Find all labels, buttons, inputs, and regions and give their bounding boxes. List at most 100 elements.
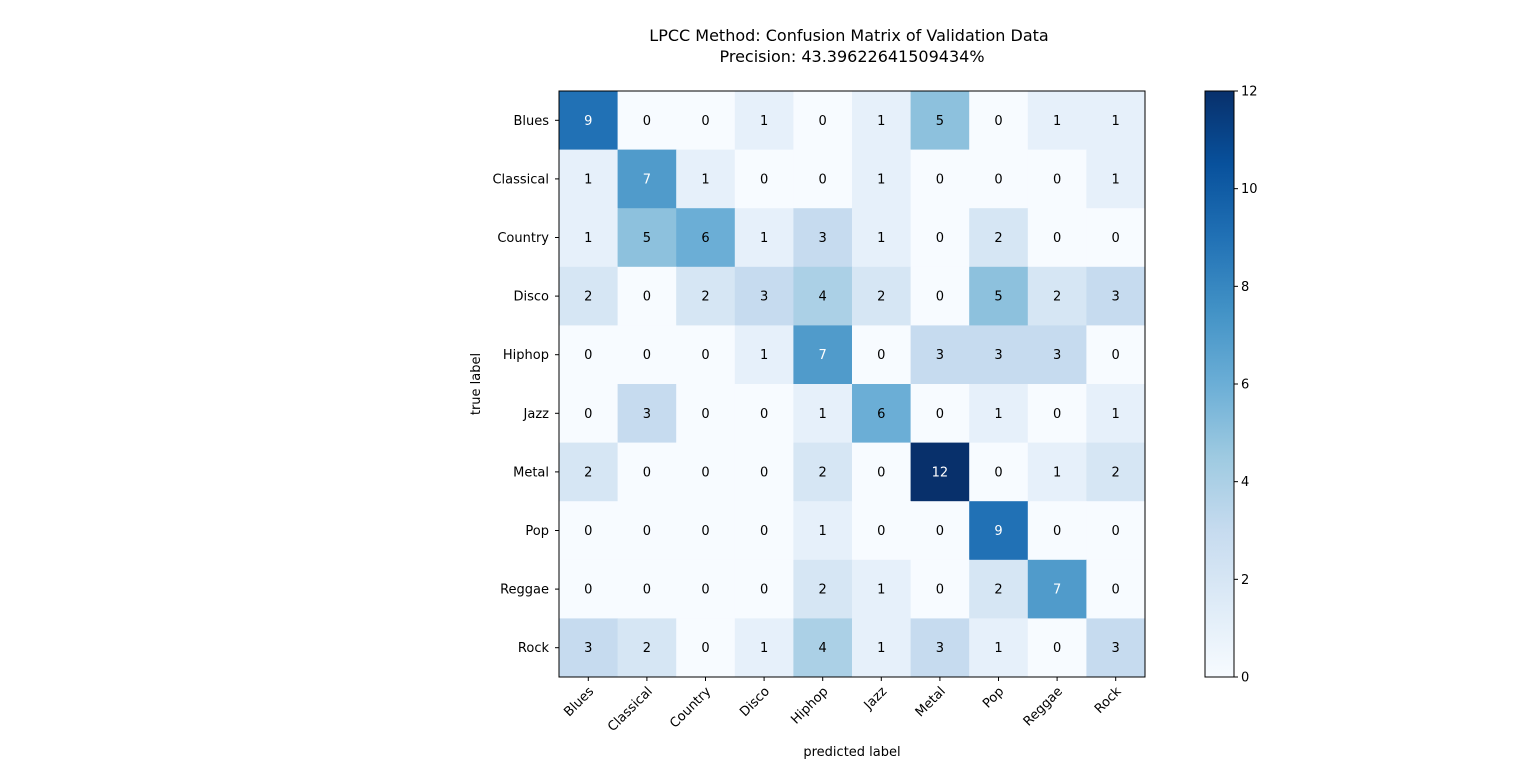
cell-value-label: 1 (1053, 465, 1061, 480)
heatmap-cell (1027, 559, 1087, 619)
heatmap-cell (793, 149, 853, 209)
heatmap-cell (969, 384, 1029, 444)
cell-value-label: 0 (936, 172, 944, 187)
cell-value-label: 0 (877, 465, 885, 480)
cell-value-label: 12 (932, 465, 949, 480)
heatmap-cell (676, 618, 736, 678)
heatmap-cell (1086, 384, 1146, 444)
cell-value-label: 6 (877, 407, 885, 422)
cell-value-label: 2 (819, 465, 827, 480)
heatmap-cell (734, 266, 794, 326)
heatmap-cell (676, 149, 736, 209)
heatmap-cell (1086, 149, 1146, 209)
cell-value-label: 0 (877, 524, 885, 539)
cell-value-label: 0 (701, 407, 709, 422)
heatmap-cell (559, 442, 619, 502)
heatmap-cell (910, 208, 970, 268)
colorbar-tick-label: 8 (1241, 280, 1249, 295)
heatmap-cell (559, 618, 619, 678)
x-tick-label: Hiphop (788, 684, 831, 727)
heatmap-cell (617, 384, 677, 444)
cell-value-label: 0 (1053, 407, 1061, 422)
cell-value-label: 1 (819, 524, 827, 539)
x-axis-ticks: Blues Classical Country Disco Hiphop Jazz Meta… (561, 677, 1125, 735)
cell-value-label: 0 (643, 583, 651, 598)
cell-value-label: 0 (643, 524, 651, 539)
cell-value-label: 0 (584, 407, 592, 422)
heatmap-cell (617, 442, 677, 502)
heatmap-cell (676, 559, 736, 619)
x-tick-label: Classical (605, 684, 656, 735)
cell-value-label: 5 (994, 290, 1002, 305)
cell-value-label: 4 (819, 641, 827, 656)
heatmap-cell (969, 149, 1029, 209)
heatmap-cell (1086, 266, 1146, 326)
heatmap-cell (969, 559, 1029, 619)
heatmap-cell (676, 266, 736, 326)
heatmap-cells (559, 91, 1146, 678)
x-tick-label: Country (667, 684, 714, 731)
y-tick-label: Pop (525, 524, 549, 539)
cell-value-label: 3 (936, 641, 944, 656)
cell-value-label: 3 (760, 290, 768, 305)
cell-value-label: 0 (1112, 583, 1120, 598)
heatmap-cell (910, 501, 970, 561)
cell-value-label: 2 (1112, 465, 1120, 480)
cell-value-label: 9 (994, 524, 1002, 539)
heatmap-cell (1086, 559, 1146, 619)
cell-value-label: 3 (584, 641, 592, 656)
chart-title: LPCC Method: Confusion Matrix of Validat… (649, 26, 1048, 45)
cell-value-label: 0 (643, 348, 651, 363)
heatmap-cell (852, 559, 912, 619)
x-tick-label: Blues (561, 684, 597, 720)
heatmap-cell (734, 442, 794, 502)
cell-value-label: 0 (819, 114, 827, 129)
y-tick-label: Blues (513, 114, 549, 129)
heatmap-cell (910, 91, 970, 151)
heatmap-cell (734, 384, 794, 444)
heatmap-cell (910, 559, 970, 619)
cell-value-label: 3 (994, 348, 1002, 363)
cell-value-label: 0 (760, 465, 768, 480)
heatmap-cell (793, 559, 853, 619)
heatmap-cell (734, 91, 794, 151)
heatmap-cell (793, 618, 853, 678)
heatmap-cell (852, 266, 912, 326)
cell-value-label: 3 (819, 231, 827, 246)
cell-value-label: 0 (936, 290, 944, 305)
cell-value-label: 7 (1053, 583, 1061, 598)
cell-value-label: 0 (760, 407, 768, 422)
heatmap-cell (852, 442, 912, 502)
cell-value-label: 0 (1112, 348, 1120, 363)
heatmap-cell (734, 325, 794, 385)
heatmap-cell (617, 266, 677, 326)
heatmap-cell (676, 384, 736, 444)
heatmap-cell (676, 442, 736, 502)
cell-value-label: 3 (1112, 641, 1120, 656)
cell-value-label: 1 (994, 407, 1002, 422)
cell-value-label: 1 (760, 114, 768, 129)
cell-value-label: 1 (701, 172, 709, 187)
heatmap-cell (910, 618, 970, 678)
cell-value-label: 0 (701, 641, 709, 656)
cell-value-label: 2 (701, 290, 709, 305)
heatmap-cell (910, 384, 970, 444)
cell-value-label: 1 (994, 641, 1002, 656)
cell-value-label: 1 (760, 641, 768, 656)
cell-value-label: 0 (994, 114, 1002, 129)
x-tick-label: Metal (913, 684, 949, 720)
x-tick-label: Jazz (861, 684, 890, 713)
y-tick-label: Disco (514, 290, 550, 305)
heatmap-cell (910, 442, 970, 502)
cell-value-label: 1 (877, 172, 885, 187)
heatmap-cell (793, 208, 853, 268)
cell-value-label: 1 (877, 641, 885, 656)
heatmap-cell (852, 384, 912, 444)
y-tick-label: Hiphop (503, 348, 549, 363)
cell-value-label: 0 (760, 524, 768, 539)
heatmap-cell (969, 501, 1029, 561)
cell-value-label: 5 (643, 231, 651, 246)
heatmap-cell (1086, 501, 1146, 561)
cell-value-label: 6 (701, 231, 709, 246)
